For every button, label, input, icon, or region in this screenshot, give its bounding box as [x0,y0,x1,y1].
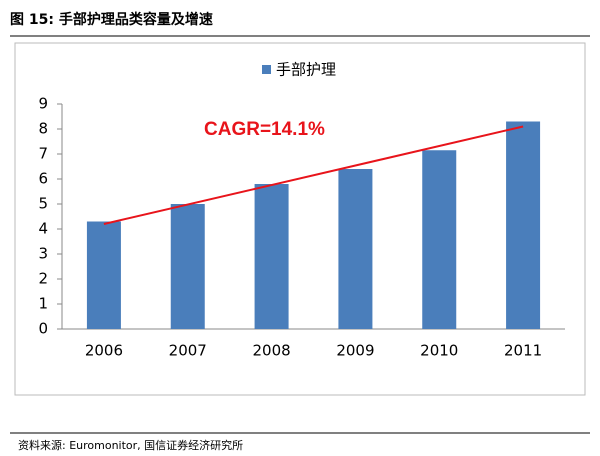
bar [86,221,121,329]
bar [254,184,289,329]
source: 资料来源: Euromonitor, 国信证券经济研究所 [18,438,243,452]
y-tick-label: 6 [38,170,48,188]
x-tick-label: 2006 [85,342,123,360]
bar [338,169,373,329]
y-tick-label: 7 [38,145,48,163]
y-tick-label: 4 [38,220,48,238]
bar [506,121,541,329]
y-tick-label: 2 [38,270,48,288]
x-tick-label: 2010 [420,342,458,360]
annotation: CAGR=14.1% [204,119,325,140]
x-tick-label: 2007 [169,342,207,360]
y-tick-label: 0 [38,320,48,338]
x-tick-label: 2009 [336,342,374,360]
y-tick-label: 9 [38,95,48,113]
legend-swatch [262,65,271,74]
bar [170,204,205,329]
y-tick-label: 1 [38,295,48,313]
legend-label: 手部护理 [276,61,336,79]
trend-line [103,125,524,225]
y-tick-label: 3 [38,245,48,263]
x-tick-label: 2011 [504,342,542,360]
y-tick-label: 5 [38,195,48,213]
chart-frame [14,42,586,396]
bar [422,150,457,329]
x-tick-label: 2008 [252,342,290,360]
y-tick-label: 8 [38,120,48,138]
chart-title: 图 15: 手部护理品类容量及增速 [10,11,213,28]
